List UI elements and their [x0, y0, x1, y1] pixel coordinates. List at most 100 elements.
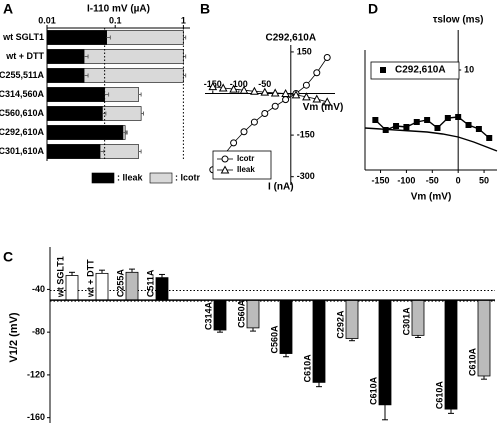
data-point — [291, 90, 301, 99]
bar — [46, 87, 105, 102]
data-point — [302, 92, 311, 101]
category-label: C255,511A — [0, 70, 44, 80]
bar — [345, 299, 359, 339]
legend-swatch — [91, 172, 115, 184]
x-tick-label: -100 — [230, 79, 248, 89]
data-point — [444, 115, 451, 121]
category-label: C560,610A — [0, 108, 44, 118]
data-point — [312, 94, 322, 103]
data-point — [230, 139, 238, 147]
category-label: C610A — [302, 354, 312, 383]
x-tick-label: -50 — [258, 79, 271, 89]
panel-letter: C — [3, 249, 13, 265]
data-point — [229, 84, 238, 93]
y-axis-label: I (nA) — [268, 182, 294, 193]
bar — [95, 272, 109, 301]
data-point — [313, 69, 321, 77]
data-point — [239, 85, 249, 94]
data-point — [455, 114, 462, 120]
data-point — [302, 81, 310, 89]
data-point — [271, 102, 279, 110]
data-point — [282, 96, 290, 104]
y-tick-label: -160 — [27, 412, 45, 422]
data-point — [486, 135, 493, 141]
x-tick-label: 0 — [456, 175, 461, 185]
bar — [46, 144, 101, 159]
category-label: wt SGLT1 — [55, 256, 65, 298]
panel-letter: B — [200, 1, 210, 17]
panel-letter: D — [368, 1, 378, 17]
chart-title: C292,610A — [266, 33, 317, 44]
category-label: wt + DTT — [85, 259, 95, 298]
data-point — [413, 119, 420, 125]
bar — [46, 125, 124, 140]
x-tick-label: 0.1 — [109, 15, 122, 25]
bar — [378, 299, 392, 406]
bar — [213, 299, 227, 331]
bar — [312, 299, 326, 383]
y-tick-label: -120 — [27, 369, 45, 379]
legend-label: Icotr — [237, 154, 254, 163]
x-tick-label: -50 — [426, 175, 439, 185]
data-point — [475, 126, 482, 132]
bar — [444, 299, 458, 410]
legend-marker — [220, 165, 230, 174]
category-label: C610A — [467, 347, 477, 376]
x-tick-label: 0.01 — [38, 15, 56, 25]
data-point — [260, 87, 270, 96]
y-axis-label: V1/2 (mV) — [8, 312, 20, 362]
legend-box — [212, 150, 272, 180]
category-label: C314A — [203, 302, 213, 331]
data-point — [434, 125, 441, 131]
data-point — [218, 83, 228, 92]
data-point — [240, 128, 248, 136]
bar — [155, 277, 169, 301]
category-label: C292,610A — [0, 127, 44, 137]
category-label: wt SGLT1 — [2, 32, 44, 42]
series-line — [364, 127, 498, 152]
category-label: C610A — [368, 376, 378, 405]
data-point — [403, 124, 410, 130]
legend-label: Ileak — [237, 165, 255, 174]
data-point — [372, 117, 379, 123]
category-label: C301A — [401, 307, 411, 336]
x-axis-label: Vm (mV) — [303, 102, 344, 113]
legend-label: : Icotr — [175, 172, 200, 182]
data-point — [393, 123, 400, 129]
bar — [46, 30, 107, 45]
legend-box — [370, 61, 460, 80]
x-tick-label: 1 — [181, 15, 186, 25]
category-label: C301,610A — [0, 146, 44, 156]
category-label: C314,560A — [0, 89, 44, 99]
y-tick-label: -40 — [32, 284, 45, 294]
bar — [246, 299, 260, 329]
legend-swatch — [149, 172, 173, 184]
y-tick-label: -150 — [297, 129, 315, 139]
x-axis-label: Vm (mV) — [411, 192, 452, 203]
chart-title: I-110 mV (µA) — [87, 4, 150, 15]
x-tick-label: -100 — [397, 175, 415, 185]
legend-marker — [380, 67, 386, 73]
bar — [46, 106, 103, 121]
data-point — [250, 118, 258, 126]
bar — [411, 299, 425, 336]
data-point — [465, 122, 472, 128]
series-line — [374, 116, 490, 139]
data-point — [281, 88, 290, 98]
category-label: C560A — [269, 325, 279, 354]
data-point — [261, 109, 269, 117]
x-tick-label: 50 — [479, 175, 489, 185]
data-point — [323, 53, 331, 61]
category-label: C292A — [335, 310, 345, 339]
category-label: C511A — [145, 269, 155, 297]
bar — [65, 275, 79, 301]
data-point — [322, 97, 332, 106]
data-point — [270, 88, 280, 97]
data-point — [424, 117, 431, 123]
y-tick-label: -80 — [32, 327, 45, 337]
bar — [46, 68, 85, 83]
y-axis-label: τslow (ms) — [433, 15, 484, 26]
bar — [279, 299, 293, 354]
x-tick-label: -150 — [372, 175, 390, 185]
